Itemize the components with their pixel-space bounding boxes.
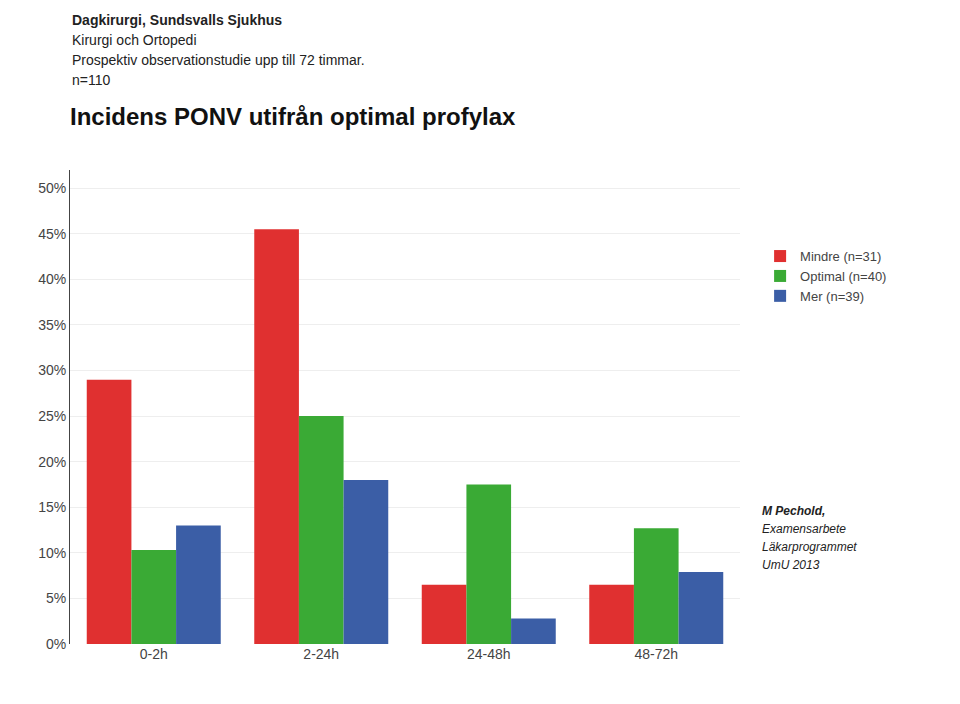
svg-text:Mer (n=39): Mer (n=39) (800, 289, 864, 304)
svg-text:45%: 45% (38, 226, 66, 242)
svg-text:0%: 0% (46, 636, 66, 652)
svg-text:5%: 5% (46, 590, 66, 606)
svg-text:Kirurgi och Ortopedi: Kirurgi och Ortopedi (72, 32, 197, 48)
svg-text:30%: 30% (38, 362, 66, 378)
svg-text:48-72h: 48-72h (634, 646, 678, 662)
svg-text:M Pechold,: M Pechold, (762, 504, 825, 518)
svg-text:25%: 25% (38, 408, 66, 424)
svg-text:10%: 10% (38, 545, 66, 561)
svg-text:24-48h: 24-48h (467, 646, 511, 662)
svg-text:20%: 20% (38, 454, 66, 470)
svg-text:0-2h: 0-2h (140, 646, 168, 662)
svg-text:Examensarbete: Examensarbete (762, 522, 846, 536)
svg-text:Incidens PONV utifrån optimal: Incidens PONV utifrån optimal profylax (70, 103, 516, 130)
svg-text:Prospektiv observationstudie u: Prospektiv observationstudie upp till 72… (72, 52, 365, 68)
svg-text:Mindre (n=31): Mindre (n=31) (800, 249, 881, 264)
svg-text:Optimal (n=40): Optimal (n=40) (800, 269, 886, 284)
svg-text:n=110: n=110 (72, 72, 110, 88)
svg-text:40%: 40% (38, 271, 66, 287)
svg-text:Läkarprogrammet: Läkarprogrammet (762, 540, 857, 554)
svg-text:2-24h: 2-24h (303, 646, 339, 662)
svg-text:50%: 50% (38, 180, 66, 196)
svg-text:15%: 15% (38, 499, 66, 515)
svg-text:35%: 35% (38, 317, 66, 333)
svg-text:Dagkirurgi, Sundsvalls Sjukhus: Dagkirurgi, Sundsvalls Sjukhus (72, 12, 282, 28)
svg-text:UmU 2013: UmU 2013 (762, 558, 820, 572)
